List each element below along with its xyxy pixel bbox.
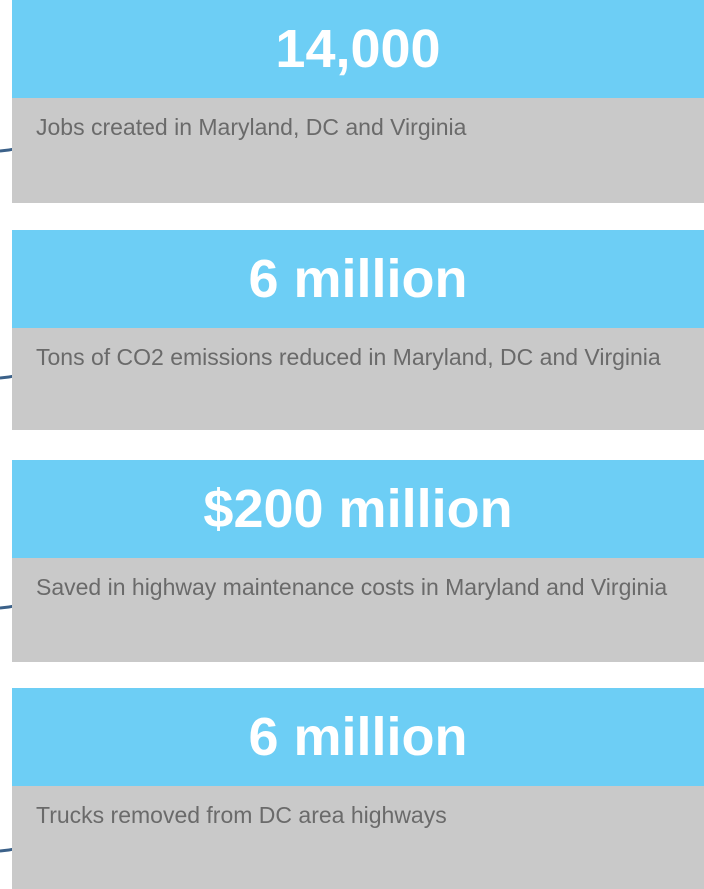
stat-card: 14,000 Jobs created in Maryland, DC and V… <box>12 0 704 203</box>
stat-value: $200 million <box>12 460 704 558</box>
stat-value: 14,000 <box>12 0 704 98</box>
stat-value: 6 million <box>12 688 704 786</box>
stat-card: 6 million Tons of CO2 emissions reduced i… <box>12 230 704 430</box>
stat-card: $200 million Saved in highway maintenance… <box>12 460 704 662</box>
stat-description: Saved in highway maintenance costs in Ma… <box>12 558 704 662</box>
stat-card: 6 million Trucks removed from DC area hig… <box>12 688 704 889</box>
stat-description: Jobs created in Maryland, DC and Virgini… <box>12 98 704 203</box>
stat-description: Trucks removed from DC area highways <box>12 786 704 889</box>
stat-value: 6 million <box>12 230 704 328</box>
stat-description: Tons of CO2 emissions reduced in Marylan… <box>12 328 704 430</box>
